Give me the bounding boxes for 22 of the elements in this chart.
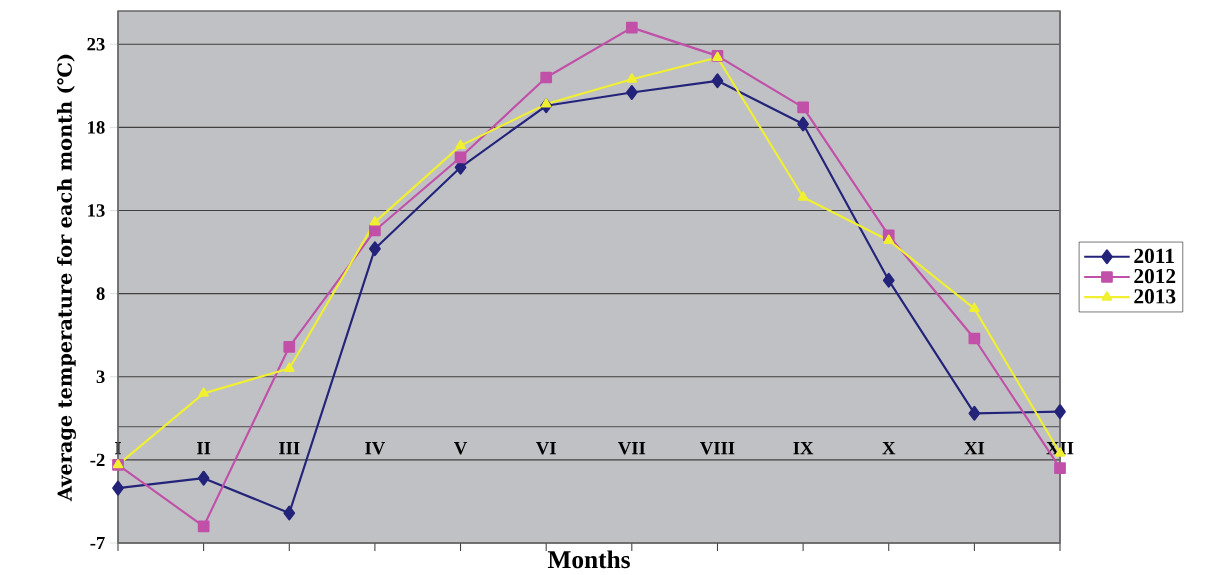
x-tick-label: IV [365, 441, 386, 455]
x-tick-label: VIII [700, 441, 735, 455]
x-tick-label: V [454, 441, 468, 455]
y-tick-label: 8 [96, 287, 105, 300]
legend-label: 2012 [1134, 268, 1176, 284]
y-tick-label: 23 [87, 37, 105, 51]
x-tick-label: X [882, 441, 896, 455]
x-tick-label: III [279, 441, 300, 455]
x-tick-label: VII [618, 441, 646, 455]
legend-label: 2011 [1134, 248, 1174, 264]
x-tick-label: IX [793, 441, 814, 455]
x-tick-label: II [197, 441, 211, 455]
x-tick-label: VI [536, 441, 556, 455]
y-tick-label: 13 [88, 204, 105, 217]
y-tick-label: 3 [96, 370, 105, 384]
y-tick-label: 18 [88, 121, 105, 134]
legend-label: 2013 [1134, 289, 1176, 304]
x-axis-title: Months [547, 550, 630, 569]
y-axis-title: Average temperature for each month (℃) [56, 54, 76, 502]
y-tick-label: -7 [90, 536, 105, 550]
y-tick-label: -2 [90, 453, 105, 467]
x-tick-label: XI [964, 441, 985, 455]
